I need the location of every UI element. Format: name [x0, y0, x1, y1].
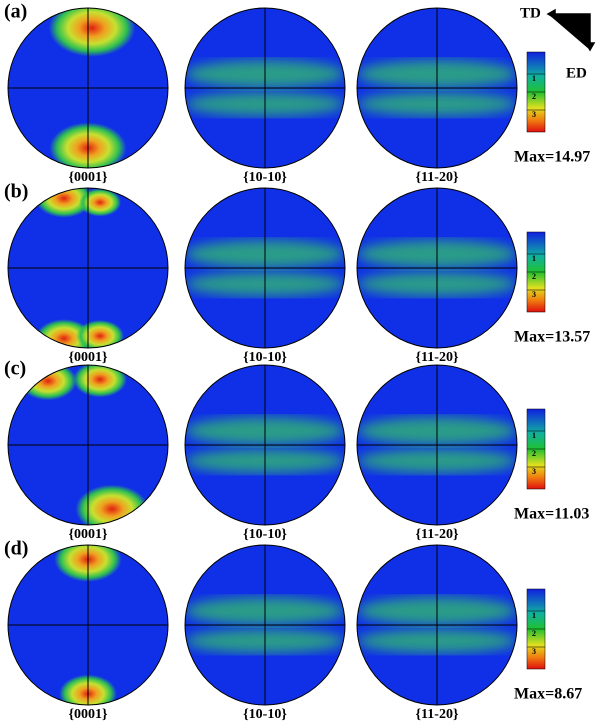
axis-arrows — [546, 8, 596, 52]
colorbar-tick-label: 1 — [532, 74, 536, 83]
intensity-spot — [75, 484, 149, 525]
pole-outline — [184, 187, 346, 349]
max-label: Max=14.97 — [514, 149, 590, 166]
pole-outline — [356, 187, 518, 349]
pole-figure — [8, 188, 168, 348]
pole-outline — [7, 364, 169, 526]
pole-outline — [184, 7, 346, 169]
colorbar-tick-label: 2 — [532, 92, 536, 101]
colorbar-tick-label: 1 — [532, 431, 536, 440]
pole-outline — [184, 544, 346, 706]
colorbar-tick-label: 3 — [532, 290, 536, 299]
max-label: Max=8.67 — [514, 686, 582, 703]
panel-label: {10-10} — [243, 707, 287, 722]
pole-figure — [185, 188, 345, 348]
panel-label: {0001} — [68, 170, 108, 185]
panel-label: {11-20} — [416, 170, 459, 185]
pole-outline — [7, 7, 169, 169]
row-label: (d) — [4, 538, 28, 560]
pole-outline — [7, 187, 169, 349]
pole-outline — [184, 364, 346, 526]
colorbar-tick-label: 3 — [532, 110, 536, 119]
panel-label: {10-10} — [243, 170, 287, 185]
colorbar-tick-label: 1 — [532, 254, 536, 263]
colorbar-tick-label: 1 — [532, 611, 536, 620]
colorbar-tick-label: 3 — [532, 467, 536, 476]
row-label: (b) — [4, 181, 28, 203]
max-label: Max=11.03 — [514, 506, 589, 523]
pole-figure — [185, 545, 345, 705]
pole-outline — [356, 7, 518, 169]
panel-label: {11-20} — [416, 707, 459, 722]
pole-figure — [357, 8, 517, 168]
panel-label: {0001} — [68, 527, 108, 542]
colorbar-tick-label: 2 — [532, 449, 536, 458]
ed-label: ED — [566, 65, 587, 81]
colorbar-tick-label: 3 — [532, 647, 536, 656]
panel-label: {11-20} — [416, 527, 459, 542]
max-label: Max=13.57 — [514, 329, 590, 346]
intensity-spot — [78, 188, 122, 217]
panel-label: {0001} — [68, 707, 108, 722]
panel-label: {0001} — [68, 350, 108, 365]
pole-figure — [357, 365, 517, 525]
td-label: TD — [520, 5, 541, 21]
pole-figure — [8, 545, 168, 705]
pole-outline — [356, 364, 518, 526]
colorbar-tick-label: 2 — [532, 272, 536, 281]
row-label: (a) — [4, 1, 27, 23]
pole-outline — [7, 544, 169, 706]
row-label: (c) — [4, 358, 26, 380]
colorbar-tick-label: 2 — [532, 629, 536, 638]
pole-figure — [185, 8, 345, 168]
intensity-spot — [73, 365, 127, 398]
pole-figure — [357, 545, 517, 705]
panel-label: {10-10} — [243, 350, 287, 365]
pole-outline — [356, 544, 518, 706]
panel-label: {10-10} — [243, 527, 287, 542]
pole-figure — [8, 8, 168, 168]
pole-figure — [8, 365, 168, 525]
pole-figure — [185, 365, 345, 525]
panel-label: {11-20} — [416, 350, 459, 365]
pole-figure — [357, 188, 517, 348]
intensity-spot — [48, 8, 136, 57]
